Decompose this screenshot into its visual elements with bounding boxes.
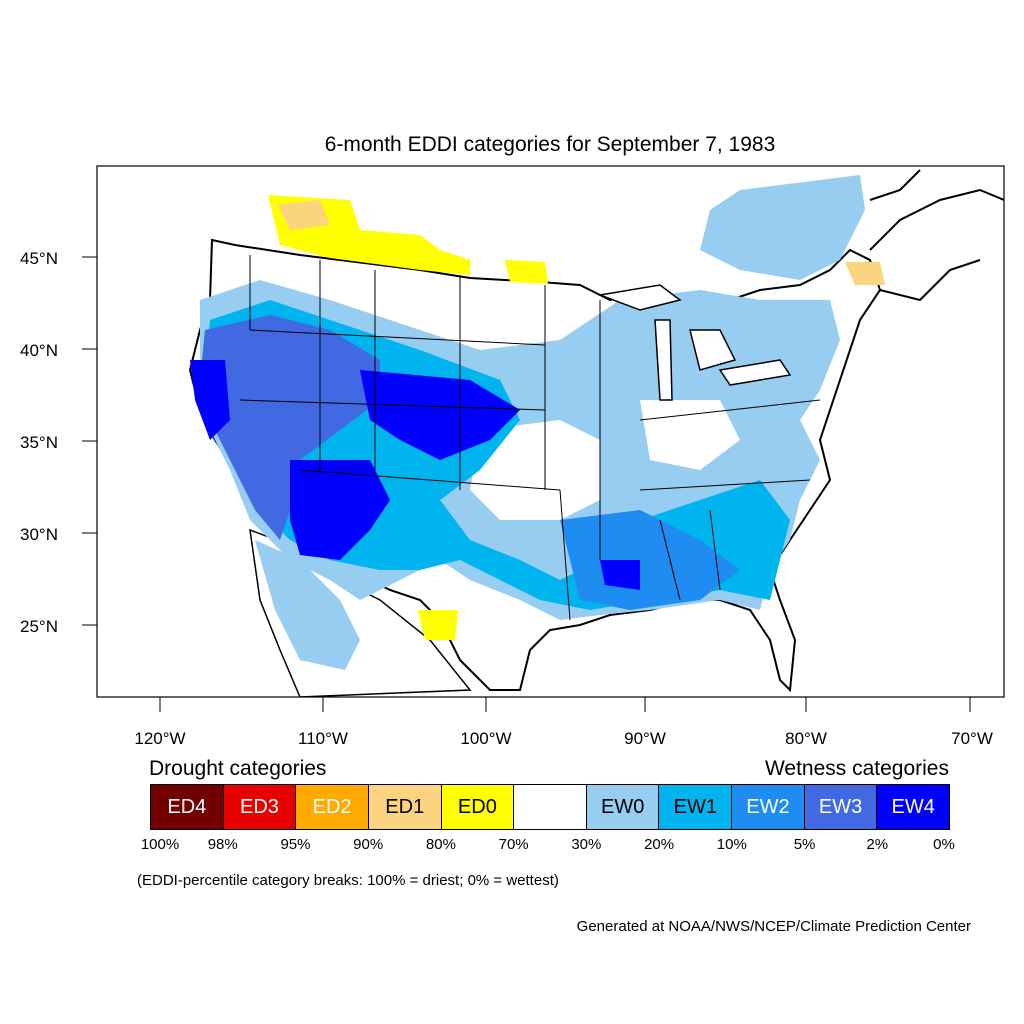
percent-break-label: 90%	[353, 836, 384, 853]
legend-box-ew0: EW0	[586, 785, 660, 829]
percent-break-label: 98%	[207, 836, 238, 853]
lon-label-100: 100°W	[460, 729, 511, 748]
percent-break-label: 10%	[716, 836, 747, 853]
legend-box-ed2: ED2	[296, 785, 369, 829]
lat-label-40: 40°N	[20, 341, 58, 360]
percent-break-label: 5%	[793, 836, 816, 853]
lon-label-110: 110°W	[298, 729, 348, 748]
lat-ticks	[82, 256, 97, 626]
category-legend: ED4 ED3 ED2 ED1 ED0 EW0 EW1 EW2 EW3 EW4	[150, 784, 950, 830]
wetness-categories-heading: Wetness categories	[764, 757, 949, 780]
lat-label-25: 25°N	[20, 617, 58, 636]
map-title: 6-month EDDI categories for September 7,…	[324, 133, 776, 156]
percent-break-label: 70%	[498, 836, 529, 853]
mn-drought-area	[505, 260, 548, 284]
legend-box-ed0: ED0	[441, 785, 515, 829]
great-lakes	[597, 284, 792, 401]
legend-box-ed3: ED3	[223, 785, 297, 829]
percent-break-label: 95%	[280, 836, 311, 853]
california-ew4-area	[190, 360, 230, 440]
lat-label-45: 45°N	[20, 249, 58, 268]
percent-break-label: 2%	[866, 836, 889, 853]
lon-label-80: 80°W	[785, 729, 827, 748]
north-ed1-area	[278, 200, 330, 230]
legend-box-neutral	[514, 785, 587, 829]
lon-label-90: 90°W	[624, 729, 666, 748]
percent-break-label: 0%	[933, 836, 955, 853]
southwest-ew4-area	[290, 460, 390, 560]
lat-label-30: 30°N	[20, 525, 58, 544]
legend-box-ew3: EW3	[804, 785, 878, 829]
great-plains-dry	[470, 420, 600, 520]
lon-ticks	[159, 697, 971, 712]
canada-coast	[869, 169, 1004, 302]
credit-line: Generated at NOAA/NWS/NCEP/Climate Predi…	[576, 918, 971, 935]
legend-box-ed1: ED1	[368, 785, 442, 829]
percent-break-label: 100%	[140, 836, 180, 853]
category-note: (EDDI-percentile category breaks: 100% =…	[137, 872, 559, 889]
legend-box-ew2: EW2	[732, 785, 805, 829]
canada-wet-area	[700, 175, 865, 280]
baja-wet-area	[255, 540, 360, 670]
state-boundaries	[239, 255, 821, 621]
rockies-ew4-area	[360, 370, 520, 460]
legend-box-ew1: EW1	[659, 785, 733, 829]
percent-break-label: 20%	[644, 836, 675, 853]
west-ew3-area	[200, 315, 380, 540]
lon-label-70: 70°W	[951, 729, 993, 748]
drought-categories-heading: Drought categories	[149, 757, 327, 780]
legend-box-ed4: ED4	[151, 785, 224, 829]
lon-label-120: 120°W	[134, 729, 185, 748]
louisiana-ew4-area	[600, 560, 640, 590]
lat-label-35: 35°N	[20, 433, 58, 452]
tx-drought-area	[418, 610, 458, 640]
map-frame	[96, 165, 1005, 698]
eddi-map: 45°N 40°N 35°N 30°N 25°N 120°W 110°W 100…	[20, 165, 1005, 748]
legend-box-ew4: EW4	[877, 785, 950, 829]
me-drought-area	[845, 262, 885, 285]
percent-break-label: 30%	[571, 836, 602, 853]
percent-break-label: 80%	[425, 836, 456, 853]
